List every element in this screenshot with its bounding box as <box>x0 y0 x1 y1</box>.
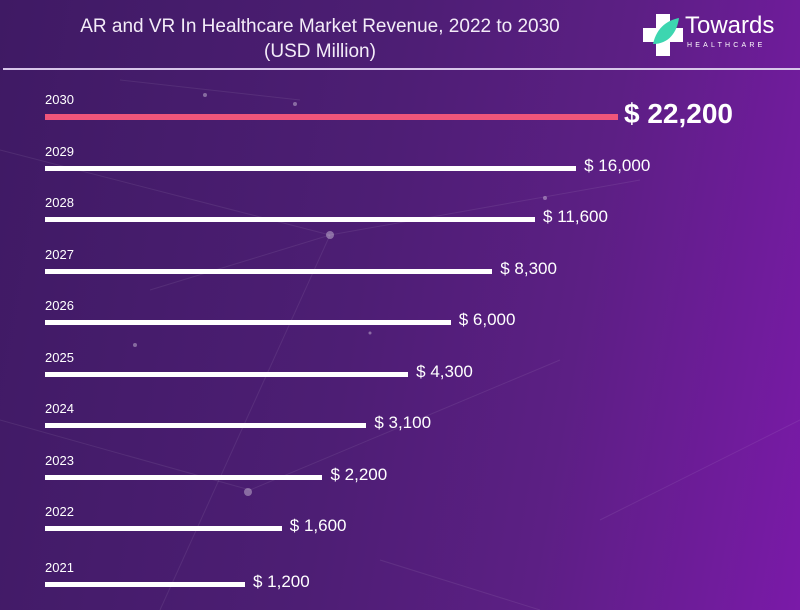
title-line-2: (USD Million) <box>264 41 376 62</box>
network-line <box>149 234 331 291</box>
year-label: 2027 <box>45 246 74 262</box>
network-line <box>0 149 331 236</box>
network-line <box>329 179 641 236</box>
bar <box>45 526 282 531</box>
network-dot <box>368 331 372 335</box>
network-dot <box>543 196 547 200</box>
network-line <box>159 234 331 610</box>
value-label: $ 4,300 <box>416 361 473 381</box>
value-label: $ 22,200 <box>624 98 733 129</box>
year-label: 2025 <box>45 349 74 365</box>
logo-brand: Towards <box>685 12 775 39</box>
network-dot <box>326 231 334 239</box>
year-label: 2024 <box>45 401 74 416</box>
bar <box>45 581 245 587</box>
bar <box>45 371 409 377</box>
network-line <box>599 419 800 521</box>
bar <box>45 217 536 222</box>
network-dot <box>244 488 252 496</box>
towards-healthcare-logo: Towards HEALTHCARE <box>643 10 793 60</box>
year-label: 2030 <box>45 92 74 107</box>
bar <box>45 320 451 325</box>
bar <box>45 165 577 171</box>
chart-title: AR and VR In Healthcare Market Revenue, … <box>0 14 640 64</box>
value-label: $ 8,300 <box>500 258 557 278</box>
value-label: $ 11,600 <box>543 207 608 226</box>
year-label: 2029 <box>45 143 74 159</box>
logo-subtitle: HEALTHCARE <box>687 42 766 49</box>
year-label: 2026 <box>45 298 74 313</box>
title-divider <box>3 68 800 70</box>
network-dot <box>203 93 207 97</box>
network-dot <box>133 343 137 347</box>
year-label: 2028 <box>45 195 74 210</box>
network-line <box>249 359 561 491</box>
network-line <box>0 419 251 491</box>
value-label: $ 16,000 <box>584 155 651 175</box>
value-label: $ 1,600 <box>289 516 347 535</box>
title-line-1: AR and VR In Healthcare Market Revenue, … <box>80 16 560 37</box>
leaf-icon <box>653 18 679 44</box>
bar <box>45 423 367 428</box>
year-label: 2021 <box>45 559 74 575</box>
value-label: $ 3,100 <box>374 413 432 432</box>
year-label: 2023 <box>45 452 74 468</box>
network-dot <box>293 102 297 106</box>
bar-highlight <box>45 114 618 120</box>
bar <box>45 268 493 274</box>
year-label: 2022 <box>45 504 74 519</box>
network-line <box>379 559 541 610</box>
medical-cross-icon <box>643 14 683 56</box>
value-label: $ 1,200 <box>253 571 310 591</box>
bar <box>45 474 323 480</box>
network-line <box>119 79 301 101</box>
value-label: $ 6,000 <box>458 310 516 329</box>
value-label: $ 2,200 <box>330 464 388 484</box>
